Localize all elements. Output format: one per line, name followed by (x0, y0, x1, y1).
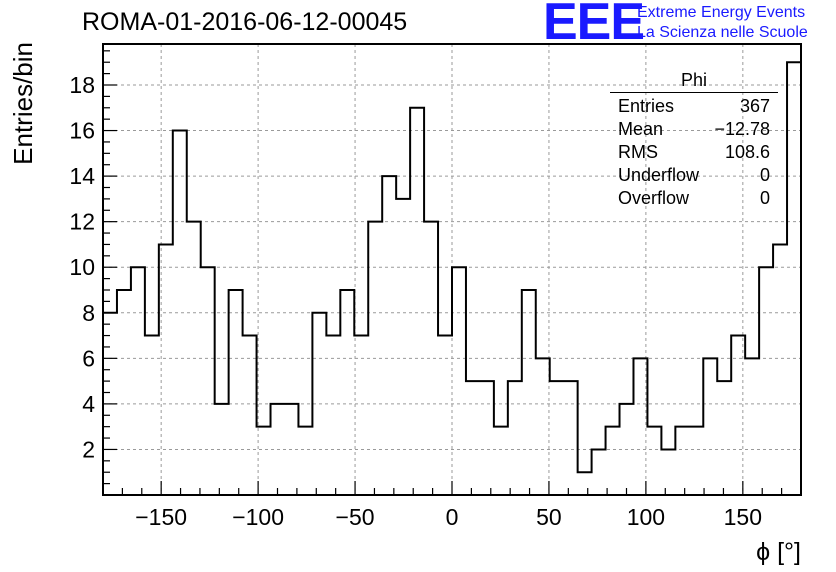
y-tick-label: 2 (82, 436, 95, 462)
histogram-bin (466, 381, 480, 495)
y-tick-label: 10 (69, 254, 95, 280)
x-tick-label: 100 (627, 504, 665, 530)
histogram-bin (494, 427, 508, 495)
histogram-bin (717, 381, 731, 495)
histogram-bin (564, 381, 578, 495)
histogram-bin (173, 131, 187, 495)
histogram-bin (382, 176, 396, 495)
y-axis-label: Entries/bin (8, 42, 38, 165)
histogram-bin (229, 290, 243, 495)
histogram-bin (633, 358, 647, 495)
logo-caption-line1: Extreme Energy Events (637, 4, 806, 21)
histogram-bin (187, 222, 201, 495)
histogram-bin (312, 313, 326, 495)
stats-row-overflow: Overflow 0 (618, 188, 770, 208)
eee-logo-caption: Extreme Energy Events La Scienza nelle S… (637, 3, 808, 43)
stats-row-rms: RMS 108.6 (618, 142, 770, 162)
y-tick-label: 8 (82, 300, 95, 326)
histogram-bin (284, 404, 298, 495)
histogram-bin (215, 404, 229, 495)
histogram-bin (536, 358, 550, 495)
histogram-bin (326, 336, 340, 495)
logo-caption-line2: La Scienza nelle Scuole (637, 24, 808, 41)
histogram-bin (675, 427, 689, 495)
histogram-bin (410, 108, 424, 495)
histogram-bin (689, 427, 703, 495)
y-tick-label: 4 (82, 391, 95, 417)
histogram-bin (424, 222, 438, 495)
histogram-line (103, 61, 801, 474)
stats-title: Phi (610, 70, 778, 93)
histogram-bin (508, 381, 522, 495)
histogram-bin (522, 290, 536, 495)
histogram-bin (354, 336, 368, 495)
y-tick-label: 16 (69, 118, 95, 144)
histogram-bin (703, 358, 717, 495)
x-tick-label: −100 (232, 504, 284, 530)
eee-logo: EEE (543, 0, 645, 51)
histogram-bin (550, 381, 564, 495)
y-tick-label: 14 (69, 163, 95, 189)
y-tick-label: 6 (82, 345, 95, 371)
histogram-bin (480, 381, 494, 495)
histogram-bin (745, 358, 759, 495)
histogram-bin (452, 267, 466, 495)
y-tick-label: 12 (69, 209, 95, 235)
histogram-bin (592, 449, 606, 495)
x-axis-label: ϕ [°] (756, 538, 801, 566)
histogram-bin (606, 427, 620, 495)
histogram-bin (787, 62, 801, 495)
x-tick-label: −150 (135, 504, 187, 530)
histogram-bin (731, 336, 745, 495)
histogram-bin (578, 472, 592, 495)
stats-box: Phi Entries 367 Mean −12.78 RMS 108.6 Under… (610, 70, 778, 210)
histogram-bin (773, 244, 787, 495)
y-tick-label: 18 (69, 72, 95, 98)
histogram-bin (201, 267, 215, 495)
histogram-bin (368, 222, 382, 495)
histogram-bin (438, 336, 452, 495)
chart-title: ROMA-01-2016-06-12-00045 (82, 8, 408, 36)
histogram-bin (340, 290, 354, 495)
histogram-bin (159, 244, 173, 495)
histogram-bin (271, 404, 285, 495)
histogram-bin (243, 336, 257, 495)
histogram-bin (396, 199, 410, 495)
histogram-bin (298, 427, 312, 495)
x-tick-label: −50 (336, 504, 375, 530)
histogram-bin (759, 267, 773, 495)
stats-row-mean: Mean −12.78 (618, 119, 770, 139)
histogram-bin (661, 449, 675, 495)
histogram-bin (647, 427, 661, 495)
x-tick-label: 150 (724, 504, 762, 530)
histogram-bin (131, 267, 145, 495)
x-tick-label: 50 (536, 504, 562, 530)
stats-row-underflow: Underflow 0 (618, 165, 770, 185)
histogram-bin (145, 336, 159, 495)
x-tick-label: 0 (446, 504, 459, 530)
stats-row-entries: Entries 367 (618, 96, 770, 116)
histogram-bin (620, 404, 634, 495)
histogram-bin (117, 290, 131, 495)
